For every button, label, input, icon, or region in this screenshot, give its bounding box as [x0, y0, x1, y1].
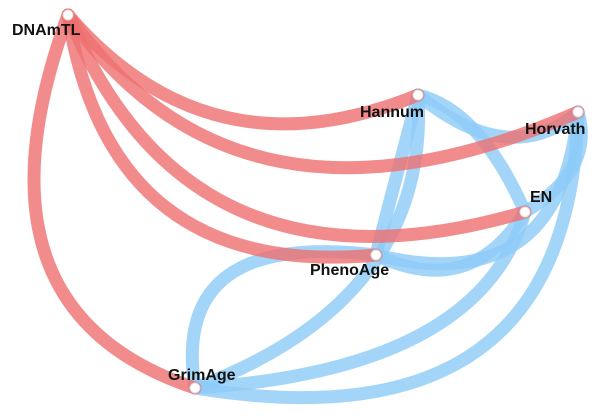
- edge: [61, 8, 383, 264]
- node: [412, 89, 424, 101]
- blue-edges: [185, 88, 588, 405]
- red-edges: [27, 8, 585, 395]
- node: [189, 382, 201, 394]
- node: [572, 106, 584, 118]
- node: [519, 206, 531, 218]
- edge: [411, 88, 532, 219]
- edge: [188, 88, 426, 395]
- labels: DNAmTL Hannum Horvath EN PhenoAge GrimAg…: [12, 22, 585, 384]
- node: [62, 9, 74, 21]
- edge: [61, 8, 532, 243]
- nodes: [62, 9, 584, 394]
- edge: [27, 8, 202, 395]
- node-label: PhenoAge: [310, 262, 389, 279]
- node-label: Horvath: [525, 121, 585, 138]
- edge: [61, 8, 585, 175]
- edge: [188, 205, 532, 395]
- node-label: GrimAge: [168, 367, 236, 384]
- edge: [369, 205, 532, 277]
- node-label: DNAmTL: [12, 22, 81, 39]
- node-label: Hannum: [360, 104, 424, 121]
- node: [370, 249, 382, 261]
- node-label: EN: [530, 189, 552, 206]
- edge: [188, 105, 585, 405]
